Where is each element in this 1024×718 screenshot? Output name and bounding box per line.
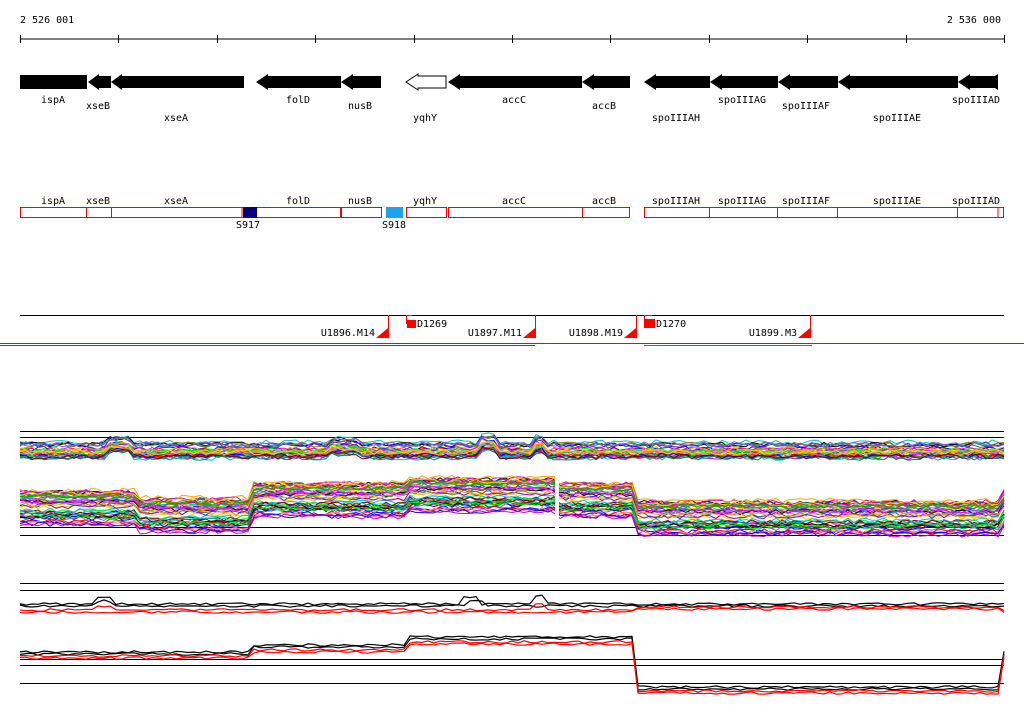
segment-label-ispA: ispA: [41, 196, 65, 207]
gene-label-spoIIIAH: spoIIIAH: [652, 113, 700, 124]
gene-label-spoIIIAD: spoIIIAD: [952, 95, 1000, 106]
gene-arrow-spoIIIAF[interactable]: spoIIIAF: [778, 74, 838, 112]
transcript-unit-D1270[interactable]: D1270: [644, 315, 686, 330]
transcript-unit-U1896[interactable]: U1896.M14: [321, 315, 389, 339]
gene-label-xseA: xseA: [164, 113, 188, 124]
segment-accB[interactable]: [582, 207, 630, 218]
segment-label-spoIIIAE: spoIIIAE: [873, 196, 921, 207]
gene-arrow-xseA[interactable]: xseA: [111, 74, 244, 124]
segment-spoIIIAE[interactable]: [837, 207, 958, 218]
segment-label-nusB: nusB: [348, 196, 372, 207]
transcript-unit-U1897[interactable]: U1897.M11: [468, 315, 536, 339]
segment-spoIIIAH[interactable]: [644, 207, 710, 218]
coordinate-start: 2 526 001: [20, 15, 74, 26]
segment-labels: ispA xseB xseA folD nusB yqhY accC accB …: [41, 196, 1000, 207]
expression-profiles-summary: [19, 583, 1005, 695]
transcript-label-D1269: D1269: [417, 319, 447, 330]
gene-arrow-folD[interactable]: folD: [256, 74, 341, 106]
segment-label-yqhY: yqhY: [413, 196, 437, 207]
gene-label-accB: accB: [592, 101, 616, 112]
gene-arrow-xseB[interactable]: xseB: [86, 74, 111, 112]
transcript-label-D1270: D1270: [656, 319, 686, 330]
gene-arrow-accC[interactable]: accC: [448, 74, 582, 106]
coordinate-ruler: 2 526 001 2 536 000: [20, 15, 1005, 43]
segment-xseA-folD[interactable]: [111, 207, 341, 218]
gene-label-ispA: ispA: [41, 95, 65, 106]
gene-label-yqhY: yqhY: [413, 113, 437, 124]
gene-arrow-spoIIIAE[interactable]: spoIIIAE: [838, 74, 958, 124]
expression-profiles-all: [19, 431, 1005, 538]
gene-label-nusB: nusB: [348, 101, 372, 112]
transcript-label-U1899: U1899.M3: [749, 328, 797, 339]
transcript-unit-U1899[interactable]: U1899.M3: [749, 315, 811, 339]
segment-xseB[interactable]: [86, 207, 112, 218]
transcript-unit-D1269[interactable]: D1269: [406, 315, 447, 330]
transcript-label-U1898: U1898.M19: [569, 328, 623, 339]
gene-arrow-nusB[interactable]: nusB: [341, 74, 381, 112]
segment-spoIIIAF[interactable]: [777, 207, 838, 218]
segment-label-spoIIIAH: spoIIIAH: [652, 196, 700, 207]
transcript-label-U1897: U1897.M11: [468, 328, 522, 339]
gene-arrow-spoIIIAD[interactable]: spoIIIAD: [952, 74, 1000, 106]
segment-track: [20, 207, 1004, 218]
segment-accC[interactable]: [448, 207, 583, 218]
site-marker-S918[interactable]: [386, 207, 403, 218]
gene-arrow-yqhY[interactable]: yqhY: [405, 73, 447, 124]
gene-track: ispA xseB xseA folD nusB yqhY accC accB: [20, 73, 1000, 124]
site-marker-S917[interactable]: [243, 207, 257, 218]
segment-nusB[interactable]: [341, 207, 382, 218]
gene-arrow-spoIIIAH[interactable]: spoIIIAH: [644, 74, 710, 124]
gene-arrow-ispA[interactable]: ispA: [20, 74, 87, 106]
gene-label-spoIIIAF: spoIIIAF: [782, 101, 830, 112]
site-markers: S917 S918: [236, 207, 406, 231]
transcript-unit-U1898[interactable]: U1898.M19: [569, 315, 637, 339]
segment-label-xseB: xseB: [86, 196, 110, 207]
segment-spoIIIAG[interactable]: [709, 207, 778, 218]
segment-label-xseA: xseA: [164, 196, 188, 207]
site-label-S917: S917: [236, 220, 260, 231]
segment-yqhY[interactable]: [406, 207, 447, 218]
coordinate-end: 2 536 000: [947, 15, 1001, 26]
gene-arrow-spoIIIAG[interactable]: spoIIIAG: [710, 74, 778, 106]
segment-label-spoIIIAD: spoIIIAD: [952, 196, 1000, 207]
segment-label-folD: folD: [286, 196, 310, 207]
transcript-track: U1896.M14 D1269 U1897.M11 U1898.M19 D127…: [0, 315, 1024, 346]
transcript-label-U1896: U1896.M14: [321, 328, 375, 339]
gene-label-spoIIIAG: spoIIIAG: [718, 95, 766, 106]
segment-label-accB: accB: [592, 196, 616, 207]
gene-arrow-accB[interactable]: accB: [582, 74, 630, 112]
gene-label-xseB: xseB: [86, 101, 110, 112]
site-label-S918: S918: [382, 220, 406, 231]
gene-label-spoIIIAE: spoIIIAE: [873, 113, 921, 124]
gene-label-accC: accC: [502, 95, 526, 106]
gene-label-folD: folD: [286, 95, 310, 106]
segment-label-accC: accC: [502, 196, 526, 207]
segment-spoIIIAD[interactable]: [957, 207, 1004, 218]
segment-label-spoIIIAG: spoIIIAG: [718, 196, 766, 207]
segment-label-spoIIIAF: spoIIIAF: [782, 196, 830, 207]
segment-ispA[interactable]: [20, 207, 87, 218]
